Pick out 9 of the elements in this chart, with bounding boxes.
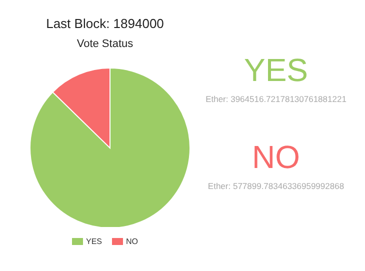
text: Last Block: 1894000	[45, 16, 165, 31]
chart-title: Vote Status	[76, 38, 134, 50]
text: NO	[251, 139, 301, 175]
legend-label: YES	[86, 237, 102, 246]
pie-slice	[30, 68, 190, 227]
text: Ether: 3964516.72178130761881221	[204, 94, 348, 104]
text: YES	[242, 52, 310, 88]
legend-label: NO	[126, 237, 138, 246]
text: Ether: 577899.78346336959992868	[206, 181, 346, 191]
